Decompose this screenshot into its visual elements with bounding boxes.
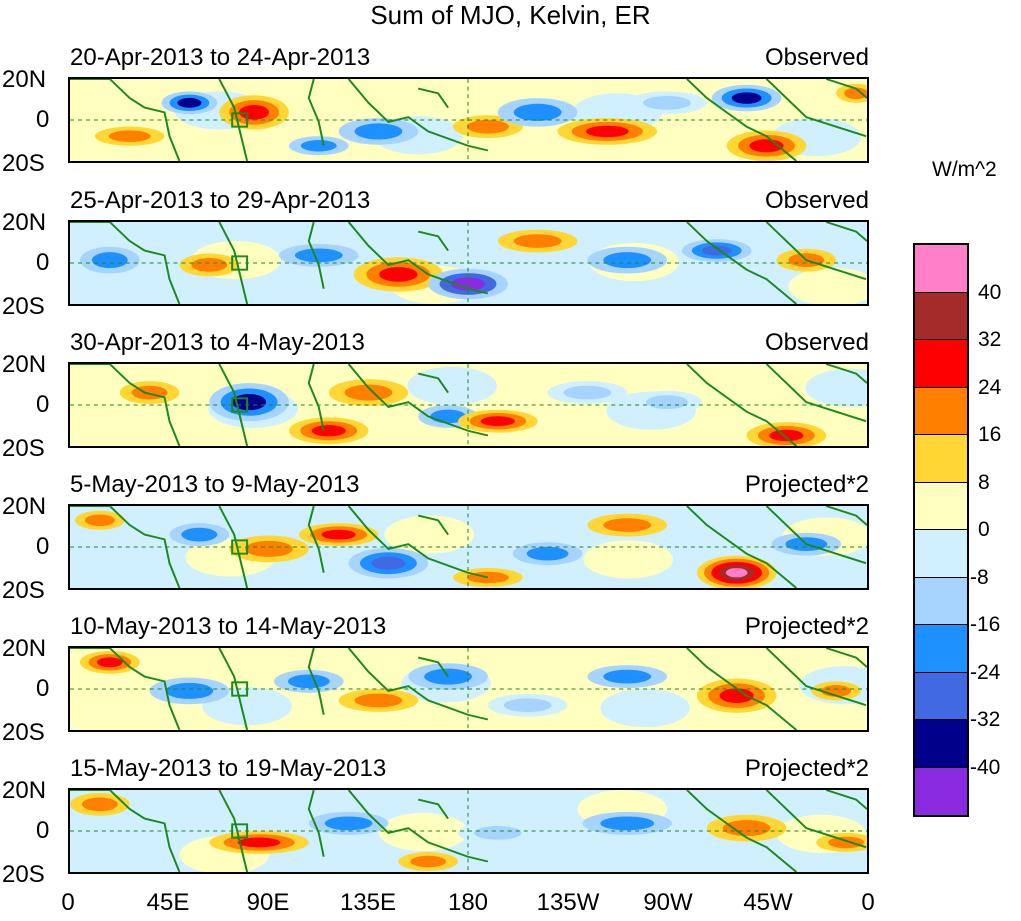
colorbar-tick-label: 24 <box>978 375 1002 399</box>
colorbar-tick-label: 0 <box>978 518 990 541</box>
latitude-label: 0 <box>36 675 50 702</box>
colorbar <box>913 243 969 817</box>
panel-type-label: Observed <box>764 329 869 356</box>
latitude-label: 20N <box>2 493 47 520</box>
colorbar-swatch <box>915 672 967 720</box>
latitude-label: 20N <box>2 209 47 236</box>
figure-title: Sum of MJO, Kelvin, ER <box>370 0 651 30</box>
latitude-label: 0 <box>36 533 50 560</box>
longitude-label: 135E <box>339 889 397 916</box>
latitude-label: 20N <box>2 351 47 378</box>
panel-date-range: 30-Apr-2013 to 4-May-2013 <box>70 329 365 356</box>
colorbar-swatch <box>915 530 967 578</box>
colorbar-units: W/m^2 <box>932 158 997 181</box>
panel-type-label: Projected*2 <box>744 755 869 782</box>
latitude-label: 20S <box>2 577 45 604</box>
colorbar-tick-label: -40 <box>970 755 1001 779</box>
longitude-label: 180 <box>447 889 489 916</box>
colorbar-swatch <box>915 577 967 625</box>
panel-type-label: Projected*2 <box>744 613 869 640</box>
anomaly-map <box>68 77 869 163</box>
longitude-label: 90W <box>643 889 693 916</box>
latitude-label: 20S <box>2 435 45 462</box>
panel-date-range: 5-May-2013 to 9-May-2013 <box>70 471 360 498</box>
latitude-label: 20S <box>2 293 45 320</box>
longitude-label: 90E <box>246 889 290 916</box>
panel-type-label: Projected*2 <box>744 471 869 498</box>
panel-date-range: 10-May-2013 to 14-May-2013 <box>70 613 387 640</box>
colorbar-swatch <box>915 482 967 530</box>
latitude-label: 20S <box>2 861 45 888</box>
longitude-label: 135W <box>536 889 600 916</box>
panel-date-range: 25-Apr-2013 to 29-Apr-2013 <box>70 187 371 214</box>
colorbar-swatch <box>915 245 967 293</box>
panel-type-label: Observed <box>764 187 869 214</box>
anomaly-map <box>68 788 869 874</box>
colorbar-tick-label: 40 <box>978 280 1002 304</box>
latitude-label: 0 <box>36 391 50 418</box>
colorbar-swatch <box>915 767 967 815</box>
colorbar-tick-label: 8 <box>978 470 990 494</box>
longitude-label: 45E <box>146 889 190 916</box>
longitude-label: 0 <box>861 889 875 916</box>
colorbar-tick-label: -24 <box>970 660 1001 684</box>
colorbar-tick-label: -16 <box>970 613 1001 636</box>
colorbar-swatch <box>915 625 967 673</box>
colorbar-tick-label: -8 <box>970 565 989 589</box>
colorbar-swatch <box>915 435 967 483</box>
colorbar-tick-label: -32 <box>970 708 1001 731</box>
anomaly-map <box>68 646 869 732</box>
panel-date-range: 20-Apr-2013 to 24-Apr-2013 <box>70 44 371 71</box>
colorbar-swatch <box>915 720 967 768</box>
longitude-label: 0 <box>61 889 75 916</box>
latitude-label: 20S <box>2 719 45 746</box>
latitude-label: 20N <box>2 66 47 93</box>
colorbar-tick-label: 16 <box>978 423 1002 446</box>
colorbar-swatch <box>915 292 967 340</box>
latitude-label: 0 <box>36 249 50 276</box>
latitude-label: 20N <box>2 635 47 662</box>
panel-date-range: 15-May-2013 to 19-May-2013 <box>70 755 387 782</box>
anomaly-map <box>68 504 869 590</box>
colorbar-swatch <box>915 340 967 388</box>
longitude-label: 45W <box>743 889 793 916</box>
anomaly-map <box>68 362 869 448</box>
latitude-label: 0 <box>36 106 50 133</box>
latitude-label: 0 <box>36 817 50 844</box>
panel-type-label: Observed <box>764 44 869 71</box>
latitude-label: 20N <box>2 777 47 804</box>
colorbar-tick-label: 32 <box>978 328 1002 351</box>
anomaly-map <box>68 220 869 306</box>
colorbar-swatch <box>915 387 967 435</box>
latitude-label: 20S <box>2 150 45 177</box>
